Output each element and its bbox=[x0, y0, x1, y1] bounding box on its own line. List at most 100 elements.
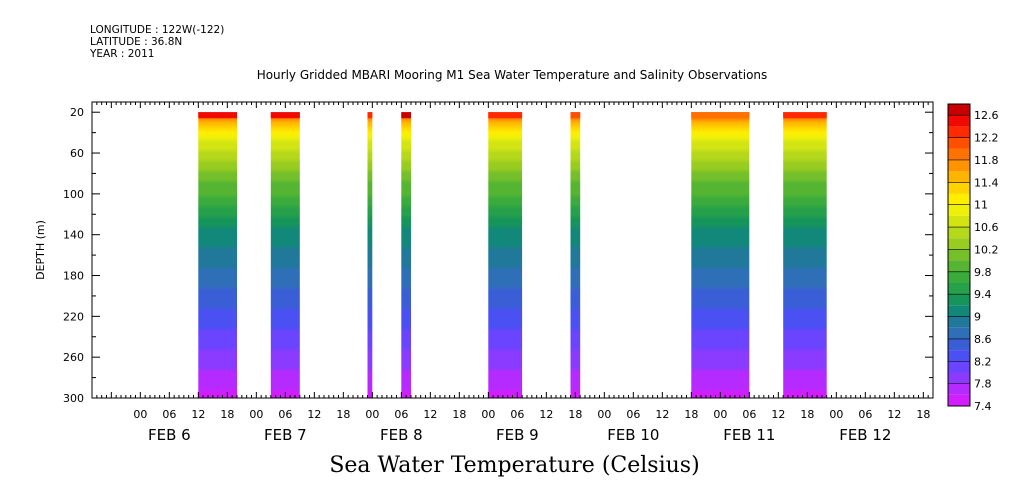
colorbar-swatch bbox=[948, 227, 970, 239]
y-tick-label: 300 bbox=[63, 392, 84, 405]
colorbar-swatch bbox=[948, 283, 970, 295]
colorbar-tick-label: 9 bbox=[974, 311, 981, 324]
y-tick-label: 260 bbox=[63, 351, 84, 364]
y-tick-label: 20 bbox=[70, 106, 84, 119]
colorbar-swatch bbox=[948, 159, 970, 172]
colorbar-tick-label: 10.6 bbox=[974, 221, 999, 234]
colorbar-swatch bbox=[948, 361, 970, 373]
colorbar-swatch bbox=[948, 193, 970, 205]
x-tick-label: 18 bbox=[916, 408, 930, 421]
colorbar-swatch bbox=[948, 350, 970, 362]
temperature-segment bbox=[367, 112, 373, 398]
x-tick-label: 06 bbox=[510, 408, 524, 421]
y-tick-label: 60 bbox=[70, 147, 84, 160]
temperature-segment bbox=[783, 112, 827, 398]
colorbar-swatch bbox=[948, 383, 970, 395]
colorbar-tick-label: 8.6 bbox=[974, 333, 992, 346]
day-label: FEB 10 bbox=[607, 426, 659, 444]
colorbar: 12.6 12.2 11.8 11.4 11 10.6 10.2 9.8 9.4 9 8.6 8.2 7… bbox=[947, 103, 999, 413]
day-label: FEB 9 bbox=[496, 426, 539, 444]
colorbar-swatch bbox=[948, 372, 970, 384]
x-tick-label: 18 bbox=[452, 408, 466, 421]
colorbar-swatch bbox=[948, 171, 970, 183]
colorbar-swatch bbox=[948, 394, 970, 406]
colorbar-tick-label: 9.4 bbox=[974, 288, 992, 301]
colorbar-swatch bbox=[948, 316, 970, 328]
x-tick-label: 06 bbox=[626, 408, 640, 421]
colorbar-tick-label: 11.4 bbox=[974, 176, 999, 189]
colorbar-tick-label: 7.8 bbox=[974, 378, 992, 391]
x-tick-label: 06 bbox=[742, 408, 756, 421]
colorbar-swatch bbox=[948, 327, 970, 339]
colorbar-swatch bbox=[948, 182, 970, 194]
temperature-segment bbox=[270, 112, 300, 398]
colorbar-swatch bbox=[948, 104, 970, 116]
x-tick-label: 18 bbox=[684, 408, 698, 421]
x-tick-label: 12 bbox=[887, 408, 901, 421]
colorbar-title: Sea Water Temperature (Celsius) bbox=[329, 453, 700, 478]
colorbar-tick-label: 10.2 bbox=[974, 243, 999, 256]
colorbar-swatch bbox=[948, 271, 970, 283]
colorbar-swatch bbox=[948, 305, 970, 317]
x-tick-label: 00 bbox=[365, 408, 379, 421]
x-tick-label: 12 bbox=[539, 408, 553, 421]
x-tick-label: 06 bbox=[162, 408, 176, 421]
surface-temperature-band bbox=[488, 112, 523, 119]
x-tick-label: 18 bbox=[220, 408, 234, 421]
x-tick-label: 00 bbox=[829, 408, 843, 421]
colorbar-swatch bbox=[948, 238, 970, 250]
location-header: LONGITUDE : 122W(-122) LATITUDE : 36.8N … bbox=[90, 24, 224, 60]
colorbar-swatch bbox=[948, 204, 970, 216]
day-label: FEB 8 bbox=[380, 426, 423, 444]
colorbar-tick-label: 8.2 bbox=[974, 355, 992, 368]
colorbar-swatch bbox=[948, 148, 970, 160]
colorbar-swatch bbox=[948, 137, 970, 149]
colorbar-tick-label: 11 bbox=[974, 199, 988, 212]
surface-temperature-band bbox=[198, 112, 237, 119]
surface-temperature-band bbox=[270, 112, 300, 119]
colorbar-swatch bbox=[948, 249, 970, 261]
y-tick-label: 100 bbox=[63, 188, 84, 201]
x-tick-label: 00 bbox=[713, 408, 727, 421]
day-label: FEB 11 bbox=[723, 426, 775, 444]
x-tick-label: 06 bbox=[278, 408, 292, 421]
surface-temperature-band bbox=[691, 112, 750, 119]
data-layer bbox=[198, 112, 827, 398]
temperature-segment bbox=[198, 112, 237, 398]
y-tick-label: 180 bbox=[63, 270, 84, 283]
latitude-label: LATITUDE : 36.8N bbox=[90, 36, 183, 48]
chart-title: Hourly Gridded MBARI Mooring M1 Sea Wate… bbox=[256, 68, 768, 82]
x-tick-label: 12 bbox=[655, 408, 669, 421]
colorbar-tick-label: 12.6 bbox=[974, 109, 999, 122]
x-tick-label: 06 bbox=[394, 408, 408, 421]
colorbar-swatch bbox=[948, 260, 970, 272]
temperature-segment bbox=[401, 112, 411, 398]
day-label: FEB 7 bbox=[264, 426, 307, 444]
x-tick-label: 12 bbox=[191, 408, 205, 421]
surface-temperature-band bbox=[367, 112, 373, 119]
colorbar-swatch bbox=[948, 115, 970, 127]
colorbar-tick-label: 12.2 bbox=[974, 132, 999, 145]
day-label: FEB 6 bbox=[148, 426, 191, 444]
colorbar-swatch bbox=[948, 294, 970, 306]
y-tick-label: 140 bbox=[63, 229, 84, 242]
x-tick-label: 00 bbox=[597, 408, 611, 421]
temperature-segment bbox=[691, 112, 750, 398]
x-tick-label: 00 bbox=[133, 408, 147, 421]
temperature-segment bbox=[488, 112, 523, 398]
year-label: YEAR : 2011 bbox=[90, 48, 155, 60]
temperature-segment bbox=[570, 112, 581, 398]
colorbar-swatch bbox=[948, 126, 970, 138]
x-tick-label: 18 bbox=[800, 408, 814, 421]
colorbar-swatch bbox=[948, 338, 970, 351]
surface-temperature-band bbox=[570, 112, 581, 119]
x-tick-label: 06 bbox=[858, 408, 872, 421]
surface-temperature-band bbox=[401, 112, 411, 119]
y-axis-label: DEPTH (m) bbox=[34, 220, 47, 280]
x-tick-label: 18 bbox=[568, 408, 582, 421]
colorbar-tick-label: 9.8 bbox=[974, 266, 992, 279]
surface-temperature-band bbox=[783, 112, 827, 119]
x-tick-label: 00 bbox=[249, 408, 263, 421]
x-tick-label: 12 bbox=[771, 408, 785, 421]
